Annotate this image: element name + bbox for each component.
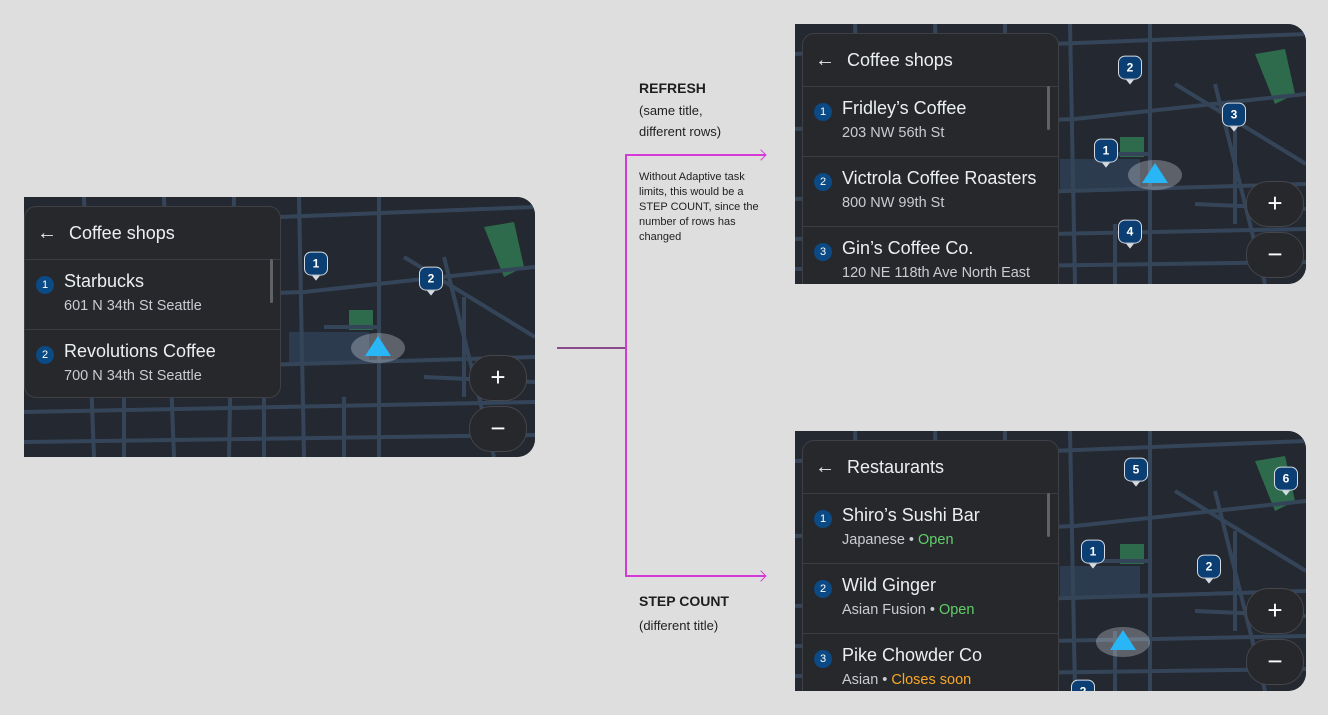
refresh-label: REFRESH (639, 80, 706, 96)
item-number-badge: 1 (814, 510, 832, 528)
screen-original: 1 2 ← Coffee shops 1 Starbucks 601 N 34th St S… (24, 197, 535, 457)
item-subtitle: 800 NW 99th St (842, 195, 945, 211)
panel-title: Coffee shops (847, 49, 953, 70)
navigation-arrow-icon (351, 333, 405, 363)
road (24, 400, 535, 414)
list-item[interactable]: 1 Starbucks 601 N 34th St Seattle (25, 260, 280, 330)
list-panel: ← Coffee shops 1 Fridley’s Coffee 203 NW 56t… (802, 33, 1059, 284)
map-pin[interactable]: 4 (1118, 219, 1142, 249)
zoom-out-button[interactable]: − (469, 406, 527, 452)
refresh-note: Without Adaptive task limits, this would… (639, 171, 759, 243)
screen-refresh: 2 3 1 4 ← Coffee shops 1 Fridley’s Coffee 203 NW… (795, 24, 1306, 284)
panel-header: ← Coffee shops (25, 207, 280, 260)
item-title: Shiro’s Sushi Bar (842, 505, 980, 525)
connector-line-step (625, 575, 765, 577)
list-item[interactable]: 1 Shiro’s Sushi Bar Japanese • Open (803, 494, 1058, 564)
map-pin[interactable]: 1 (1081, 539, 1105, 569)
list-panel: ← Coffee shops 1 Starbucks 601 N 34th St Sea… (24, 206, 281, 398)
arrow-right-icon (755, 570, 767, 582)
item-number-badge: 1 (814, 103, 832, 121)
item-status: Open (938, 602, 975, 618)
map-pin[interactable]: 1 (1094, 138, 1118, 168)
road (1173, 489, 1306, 573)
map-pin[interactable]: 3 (1222, 102, 1246, 132)
back-arrow-icon[interactable]: ← (815, 48, 835, 71)
item-subtitle: Asian Fusion (842, 602, 926, 618)
item-subtitle: 203 NW 56th St (842, 125, 945, 141)
map-pin[interactable]: 2 (419, 266, 443, 296)
step-count-subtitle: (different title) (639, 618, 719, 633)
panel-title: Coffee shops (69, 222, 175, 243)
item-subtitle: 700 N 34th St Seattle (64, 368, 202, 384)
list-item[interactable]: 3 Pike Chowder Co Asian • Closes soon (803, 634, 1058, 691)
item-number-badge: 2 (36, 346, 54, 364)
back-arrow-icon[interactable]: ← (37, 221, 57, 244)
panel-header: ← Restaurants (803, 441, 1058, 494)
road (24, 433, 535, 444)
map-pin[interactable]: 1 (304, 251, 328, 281)
scrollbar[interactable] (1047, 86, 1050, 130)
item-title: Gin’s Coffee Co. (842, 238, 974, 258)
list-item[interactable]: 2 Revolutions Coffee 700 N 34th St Seattle (25, 330, 280, 397)
refresh-subtitle: (same title, different rows) (639, 103, 722, 139)
scrollbar[interactable] (1047, 493, 1050, 537)
item-number-badge: 2 (814, 580, 832, 598)
item-title: Revolutions Coffee (64, 341, 216, 361)
item-subtitle: 120 NE 118th Ave North East (842, 265, 1031, 281)
map-pin[interactable]: 5 (1124, 457, 1148, 487)
zoom-out-button[interactable]: − (1246, 639, 1304, 685)
item-title: Victrola Coffee Roasters (842, 168, 1037, 188)
zoom-in-button[interactable]: + (469, 355, 527, 401)
zoom-in-button[interactable]: + (1246, 181, 1304, 227)
map-pin[interactable]: 2 (1118, 55, 1142, 85)
item-title: Wild Ginger (842, 575, 937, 595)
panel-header: ← Coffee shops (803, 34, 1058, 87)
connector-line (557, 347, 626, 349)
item-title: Pike Chowder Co (842, 645, 983, 665)
item-subtitle: 601 N 34th St Seattle (64, 298, 202, 314)
list-item[interactable]: 1 Fridley’s Coffee 203 NW 56th St (803, 87, 1058, 157)
navigation-arrow-icon (1128, 160, 1182, 190)
item-status: Closes soon (891, 672, 972, 688)
step-count-label: STEP COUNT (639, 593, 729, 609)
list-item[interactable]: 2 Wild Ginger Asian Fusion • Open (803, 564, 1058, 634)
item-title: Fridley’s Coffee (842, 98, 967, 118)
panel-title: Restaurants (847, 456, 945, 477)
list-item[interactable]: 3 Gin’s Coffee Co. 120 NE 118th Ave North … (803, 227, 1058, 284)
arrow-right-icon (755, 149, 767, 161)
map-pin[interactable]: 6 (1274, 466, 1298, 496)
map-pin[interactable]: 2 (1197, 554, 1221, 584)
item-number-badge: 1 (36, 276, 54, 294)
navigation-arrow-icon (1096, 627, 1150, 657)
item-status: Open (918, 532, 954, 548)
zoom-in-button[interactable]: + (1246, 588, 1304, 634)
road (1068, 24, 1077, 284)
list-item[interactable]: 2 Victrola Coffee Roasters 800 NW 99th St (803, 157, 1058, 227)
item-title: Starbucks (64, 271, 145, 291)
item-subtitle: Japanese (842, 532, 905, 548)
item-subtitle: Asian (842, 672, 879, 688)
item-number-badge: 3 (814, 243, 832, 261)
item-number-badge: 3 (814, 650, 832, 668)
scrollbar[interactable] (270, 259, 273, 303)
item-number-badge: 2 (814, 173, 832, 191)
map-pin[interactable]: 2 (1071, 679, 1095, 691)
road (1068, 431, 1077, 691)
list-panel: ← Restaurants 1 Shiro’s Sushi Bar Japanese •… (802, 440, 1059, 691)
back-arrow-icon[interactable]: ← (815, 455, 835, 478)
connector-line (625, 154, 627, 576)
screen-step-count: 5 6 1 2 2 ← Restaurants 1 Shiro’s Sushi Bar Japan… (795, 431, 1306, 691)
road (297, 197, 306, 457)
connector-line-refresh (625, 154, 765, 156)
zoom-out-button[interactable]: − (1246, 232, 1304, 278)
